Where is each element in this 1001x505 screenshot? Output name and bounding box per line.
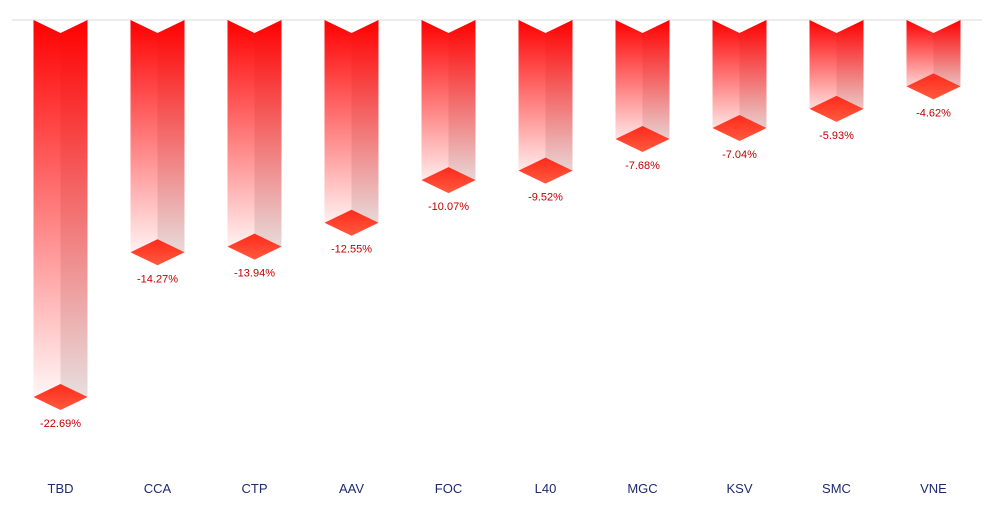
category-label-aav: AAV: [339, 481, 364, 496]
value-label-tbd: -22.69%: [40, 418, 81, 430]
bar-base-cap: [227, 233, 282, 260]
value-label-cca: -14.27%: [137, 273, 178, 285]
bar-base-cap: [906, 73, 961, 100]
value-label-ctp: -13.94%: [234, 268, 275, 280]
bar-face-left: [421, 20, 449, 194]
bar-tbd: [33, 20, 88, 410]
bar-face-right: [157, 20, 185, 266]
category-label-cca: CCA: [144, 481, 172, 496]
value-label-ksv: -7.04%: [722, 149, 757, 161]
value-label-foc: -10.07%: [428, 201, 469, 213]
bar-base-cap: [809, 95, 864, 122]
bar-base-cap: [712, 115, 767, 142]
bar-face-right: [448, 20, 476, 194]
category-label-mgc: MGC: [627, 481, 657, 496]
bar-cca: [130, 20, 185, 266]
bar-face-right: [739, 20, 767, 142]
bar-base-cap: [324, 209, 379, 236]
bar-base-cap: [615, 126, 670, 153]
bar-face-left: [33, 20, 61, 410]
value-label-smc: -5.93%: [819, 130, 854, 142]
value-label-aav: -12.55%: [331, 244, 372, 256]
bar-foc: [421, 20, 476, 194]
value-label-l40: -9.52%: [528, 192, 563, 204]
bar-aav: [324, 20, 379, 236]
bar-vne: [906, 20, 961, 100]
category-label-smc: SMC: [822, 481, 851, 496]
bar-mgc: [615, 20, 670, 153]
bar-face-left: [518, 20, 546, 184]
bars-layer: [12, 19, 982, 410]
bar-l40: [518, 20, 573, 184]
bar-face-right: [60, 20, 88, 410]
bar-face-left: [615, 20, 643, 153]
category-label-l40: L40: [535, 481, 557, 496]
bar-face-left: [324, 20, 352, 236]
value-label-mgc: -7.68%: [625, 160, 660, 172]
bar-face-right: [642, 20, 670, 153]
bar-face-right: [836, 20, 864, 122]
category-label-tbd: TBD: [48, 481, 74, 496]
bar-base-cap: [421, 167, 476, 194]
bar-face-left: [130, 20, 158, 266]
bar-face-right: [254, 20, 282, 260]
value-label-vne: -4.62%: [916, 107, 951, 119]
bar-ksv: [712, 20, 767, 142]
bar-ctp: [227, 20, 282, 260]
bar-face-left: [809, 20, 837, 122]
bar-face-left: [712, 20, 740, 142]
bar-face-right: [351, 20, 379, 236]
bar-face-right: [545, 20, 573, 184]
category-label-ctp: CTP: [242, 481, 268, 496]
bar-smc: [809, 20, 864, 122]
bar-base-cap: [33, 384, 88, 410]
bar-base-cap: [518, 157, 573, 184]
bar-face-left: [227, 20, 255, 260]
bar-base-cap: [130, 239, 185, 266]
category-label-ksv: KSV: [726, 481, 752, 496]
category-label-foc: FOC: [435, 481, 462, 496]
labels-layer: -22.69% TBD -14.27% CCA -13.94% CTP -12.55% AAV…: [40, 107, 951, 496]
category-label-vne: VNE: [920, 481, 947, 496]
